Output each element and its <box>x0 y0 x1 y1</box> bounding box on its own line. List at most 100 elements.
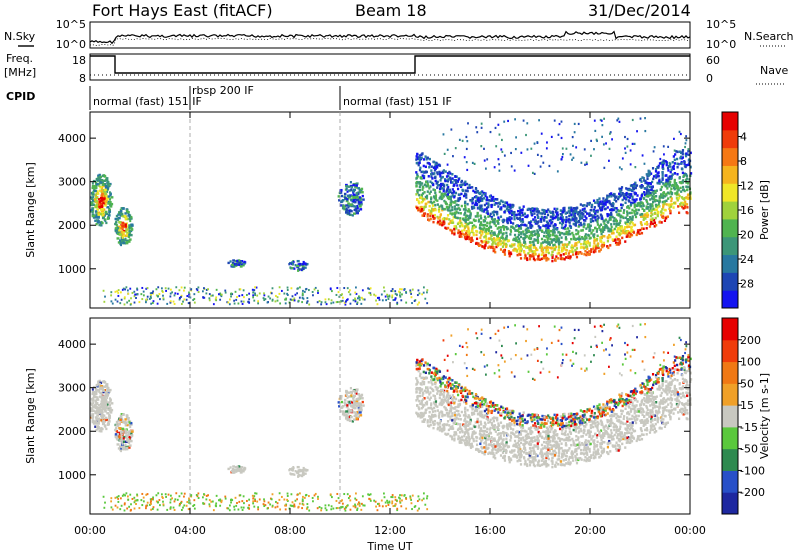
power-cell <box>332 302 334 304</box>
velocity-cell <box>218 499 220 501</box>
beam-title: Beam 18 <box>355 1 427 20</box>
power-cell <box>601 236 603 239</box>
power-cell <box>469 217 471 220</box>
power-cell <box>419 208 421 211</box>
velocity-cell <box>177 499 179 501</box>
power-cell <box>559 234 561 237</box>
velocity-cell <box>145 507 147 509</box>
power-cell <box>558 134 560 136</box>
power-cell <box>236 260 238 262</box>
velocity-cell <box>105 392 108 394</box>
power-cell <box>665 185 667 188</box>
power-cell <box>655 224 657 227</box>
power-cell <box>518 227 520 230</box>
power-cell <box>416 162 418 165</box>
velocity-cell <box>400 505 402 507</box>
velocity-cell <box>253 497 255 499</box>
power-cell <box>613 194 615 197</box>
power-cell <box>614 197 616 200</box>
power-cell <box>121 299 123 301</box>
power-cell <box>179 297 181 299</box>
power-cell <box>638 204 640 207</box>
power-cell <box>246 294 248 296</box>
power-cell <box>437 221 439 224</box>
power-cell <box>529 241 531 244</box>
power-cell <box>302 263 304 265</box>
velocity-cell <box>252 495 254 497</box>
power-cell <box>667 169 669 172</box>
power-cell <box>466 140 468 142</box>
power-cell <box>500 237 502 240</box>
power-cell <box>320 303 322 305</box>
power-cell <box>336 287 338 289</box>
freq-traces <box>90 56 690 75</box>
power-cell <box>557 238 559 241</box>
power-cell <box>486 158 488 160</box>
velocity-cell <box>122 495 124 497</box>
power-cell <box>682 186 684 189</box>
power-cell <box>539 226 541 229</box>
power-cell <box>465 216 467 219</box>
power-cell <box>533 258 535 261</box>
power-cell <box>286 293 288 295</box>
power-cell <box>563 219 565 222</box>
power-cell <box>443 133 445 135</box>
power-cell <box>432 221 434 224</box>
velocity-cell <box>395 504 397 506</box>
power-cell <box>604 219 606 222</box>
power-cell <box>102 198 105 200</box>
power-cell <box>453 233 455 236</box>
velocity-cell <box>198 497 200 499</box>
power-cell <box>684 174 686 177</box>
velocity-cell <box>100 406 102 408</box>
power-cell <box>268 296 270 298</box>
velocity-cell <box>238 509 240 511</box>
power-cell <box>256 295 258 297</box>
power-cell <box>150 303 152 305</box>
power-cell <box>182 301 184 303</box>
power-cell <box>495 127 497 129</box>
power-cell <box>480 145 482 147</box>
power-cell <box>165 287 167 289</box>
power-cell <box>471 237 473 240</box>
power-cell <box>594 201 596 204</box>
velocity-cell <box>110 497 112 499</box>
power-cell <box>519 207 521 210</box>
power-cell <box>355 300 357 302</box>
velocity-cell <box>303 468 306 470</box>
power-cell <box>627 219 629 222</box>
power-cell <box>338 291 340 293</box>
power-cell <box>670 168 672 171</box>
velocity-cell <box>126 447 129 449</box>
power-cell <box>529 208 531 211</box>
power-cell <box>97 216 100 218</box>
power-cell <box>254 294 256 296</box>
power-cell <box>580 243 582 246</box>
power-cell <box>462 183 464 186</box>
power-cell <box>312 294 314 296</box>
power-cell <box>235 263 238 265</box>
power-cell <box>667 146 669 148</box>
velocity-cell <box>209 499 211 501</box>
power-cell <box>465 194 467 197</box>
power-cell <box>414 300 416 302</box>
power-cell <box>287 287 289 289</box>
power-cell <box>421 208 423 211</box>
power-cell <box>611 226 613 229</box>
power-cell <box>411 296 413 298</box>
power-cell <box>331 299 333 301</box>
power-cell <box>479 237 481 240</box>
power-cell <box>307 300 309 302</box>
power-cell <box>520 231 522 234</box>
power-cell <box>162 297 164 299</box>
power-cell <box>590 237 592 240</box>
power-cell <box>157 303 159 305</box>
power-cell <box>352 184 355 186</box>
power-cell <box>248 293 250 295</box>
power-cell <box>671 192 673 195</box>
power-cell <box>508 239 510 242</box>
power-cell <box>629 212 631 215</box>
power-cell <box>356 199 359 201</box>
velocity-cell <box>355 492 357 494</box>
colorbar-swatch <box>722 255 738 273</box>
